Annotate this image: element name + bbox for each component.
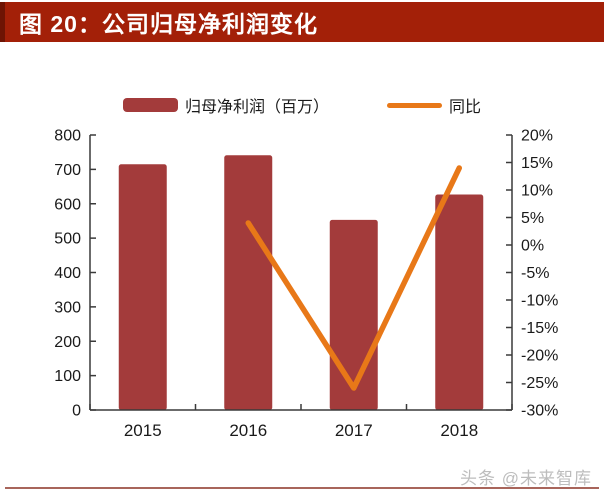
bar-2015: [118, 164, 167, 410]
legend-label-yoy: 同比: [449, 99, 482, 116]
y-right-tick-label: -5%: [521, 265, 549, 282]
y-right-tick-label: -30%: [521, 403, 558, 420]
y-right-tick-label: -10%: [521, 293, 558, 310]
legend-item-yoy: 同比: [387, 94, 481, 116]
y-left-tick-label: 800: [54, 128, 81, 145]
y-left-tick-label: 0: [72, 403, 81, 420]
y-left-tick-label: 600: [54, 196, 81, 213]
y-left-tick-label: 100: [54, 368, 81, 385]
bar-2018: [435, 194, 484, 410]
legend-label-net-profit: 归母净利润（百万）: [185, 99, 330, 116]
title-bar-left-stripe: [0, 2, 5, 42]
y-right-tick-label: 15%: [521, 155, 553, 172]
y-left-tick-label: 200: [54, 334, 81, 351]
x-category-label: 2015: [124, 421, 162, 440]
bar-2016: [224, 155, 273, 410]
legend-item-net-profit: 归母净利润（百万）: [123, 94, 329, 116]
y-right-tick-label: -15%: [521, 320, 558, 337]
chart-legend: 归母净利润（百万） 同比: [0, 94, 604, 116]
y-right-tick-label: 10%: [521, 183, 553, 200]
y-right-tick-label: 0%: [521, 238, 544, 255]
watermark-text: 头条 @未来智库: [460, 469, 592, 488]
x-category-label: 2018: [440, 421, 478, 440]
x-category-label: 2017: [335, 421, 373, 440]
y-right-tick-label: 20%: [521, 128, 553, 145]
y-left-tick-label: 700: [54, 162, 81, 179]
y-right-tick-label: -25%: [521, 375, 558, 392]
bar-2017: [329, 219, 378, 410]
figure-title-bar: 图 20：公司归母净利润变化: [0, 2, 604, 42]
y-right-tick-label: 5%: [521, 210, 544, 227]
line-swatch-icon: [387, 102, 442, 108]
y-right-tick-label: -20%: [521, 348, 558, 365]
y-left-tick-label: 300: [54, 299, 81, 316]
y-left-tick-label: 500: [54, 231, 81, 248]
y-left-tick-label: 400: [54, 265, 81, 282]
footer-divider-line: [5, 487, 599, 489]
yoy-line: [245, 165, 462, 391]
bar-swatch-icon: [123, 98, 178, 112]
figure-title: 图 20：公司归母净利润变化: [19, 11, 318, 37]
x-category-label: 2016: [229, 421, 267, 440]
